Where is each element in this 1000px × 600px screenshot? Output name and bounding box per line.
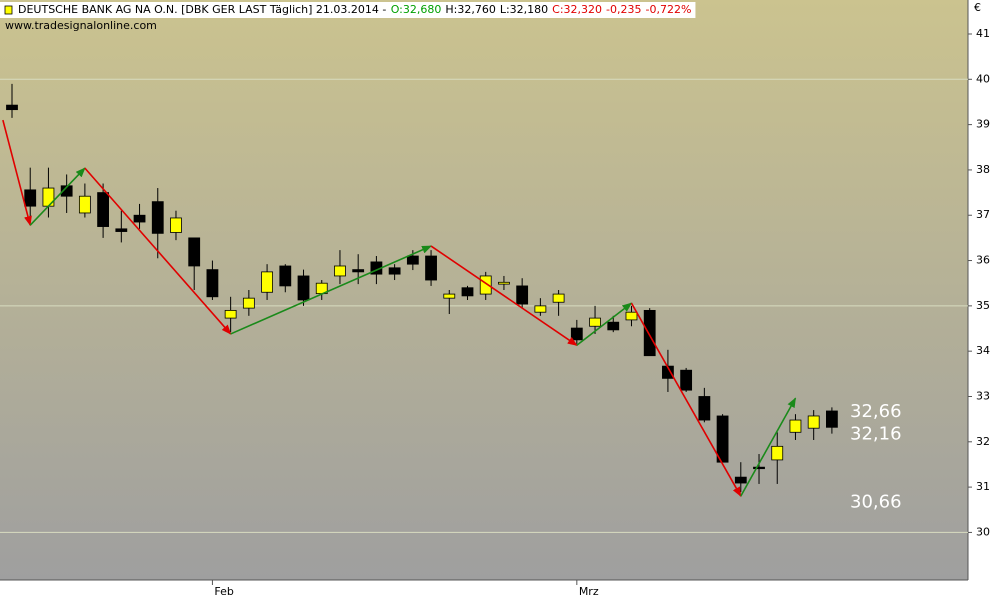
candle-body xyxy=(242,297,255,309)
currency-label: € xyxy=(974,1,981,14)
candle-body xyxy=(534,305,547,313)
title-part: -0,722% xyxy=(646,3,692,16)
chart-title: DEUTSCHE BANK AG NA O.N. [DBK GER LAST T… xyxy=(18,3,691,16)
y-tick-label: 38 xyxy=(976,163,990,176)
candle-body xyxy=(352,269,365,273)
candle-body xyxy=(42,187,55,207)
header-icon xyxy=(4,5,13,15)
candle-body xyxy=(24,189,37,207)
candle-body xyxy=(425,255,437,281)
candle-body xyxy=(6,104,18,111)
candle-body xyxy=(826,410,838,428)
candle-body xyxy=(680,369,693,391)
y-tick-label: 41 xyxy=(976,27,990,40)
candle-body xyxy=(297,275,310,301)
candle-body xyxy=(625,311,638,321)
title-part: DEUTSCHE BANK AG NA O.N. [DBK GER LAST T… xyxy=(18,3,387,16)
candle-body xyxy=(753,466,765,470)
candle-body xyxy=(552,293,565,303)
title-part: C:32,320 xyxy=(552,3,602,16)
y-tick-label: 39 xyxy=(976,118,990,131)
title-part: -0,235 xyxy=(606,3,641,16)
y-tick-label: 31 xyxy=(976,480,990,493)
candle-body xyxy=(406,255,419,265)
candle-body xyxy=(698,396,711,421)
candle-body xyxy=(115,228,128,232)
candle-body xyxy=(60,185,73,197)
title-part: H:32,760 xyxy=(445,3,495,16)
zigzag-segment xyxy=(84,167,232,335)
candle-body xyxy=(498,281,510,285)
candle-body xyxy=(170,217,182,233)
candle-body xyxy=(279,265,292,287)
candle-body xyxy=(443,293,456,299)
zigzag-segment xyxy=(576,302,633,346)
zigzag-segment xyxy=(430,245,578,346)
candle-body xyxy=(734,476,747,484)
header-background xyxy=(0,2,696,18)
candle-body xyxy=(807,415,820,429)
zigzag-segment xyxy=(2,119,32,227)
y-tick-label: 33 xyxy=(976,389,990,402)
zigzag-segment xyxy=(230,245,432,335)
y-tick-label: 35 xyxy=(976,299,990,312)
y-tick-label: 32 xyxy=(976,435,990,448)
price-label: 32,66 xyxy=(850,401,902,422)
price-label: 32,16 xyxy=(850,424,902,445)
candle-body xyxy=(78,195,91,214)
zigzag-segment xyxy=(630,302,742,498)
candle-body xyxy=(151,201,164,234)
candle-body xyxy=(643,309,656,357)
x-tick-label: Feb xyxy=(214,585,233,598)
y-tick-label: 40 xyxy=(976,72,990,85)
candle-body xyxy=(133,214,146,223)
y-tick-label: 37 xyxy=(976,208,990,221)
candle-body xyxy=(334,265,346,277)
candle-body xyxy=(589,317,601,327)
candle-body xyxy=(261,271,273,293)
y-tick-label: 34 xyxy=(976,344,990,357)
title-part: L:32,180 xyxy=(500,3,548,16)
zigzag-segment xyxy=(29,167,86,226)
candle-body xyxy=(461,287,474,297)
title-part: O:32,680 xyxy=(391,3,442,16)
zigzag-segment xyxy=(740,397,797,497)
candle-body xyxy=(716,415,729,463)
candle-body xyxy=(206,269,219,298)
candle-body xyxy=(224,309,237,319)
x-tick-label: Mrz xyxy=(579,585,599,598)
candle-body xyxy=(97,192,109,227)
candle-body xyxy=(771,445,784,461)
candle-body xyxy=(570,327,583,341)
source: www.tradesignalonline.com xyxy=(5,19,157,32)
candle-body xyxy=(188,237,201,267)
candle-body xyxy=(607,321,620,331)
y-tick-label: 36 xyxy=(976,254,990,267)
y-tick-label: 30 xyxy=(976,525,990,538)
price-label: 30,66 xyxy=(850,492,902,513)
candle-body xyxy=(516,285,529,305)
candle-body xyxy=(789,419,802,433)
candle-body xyxy=(388,267,401,275)
candle-body xyxy=(479,275,492,295)
